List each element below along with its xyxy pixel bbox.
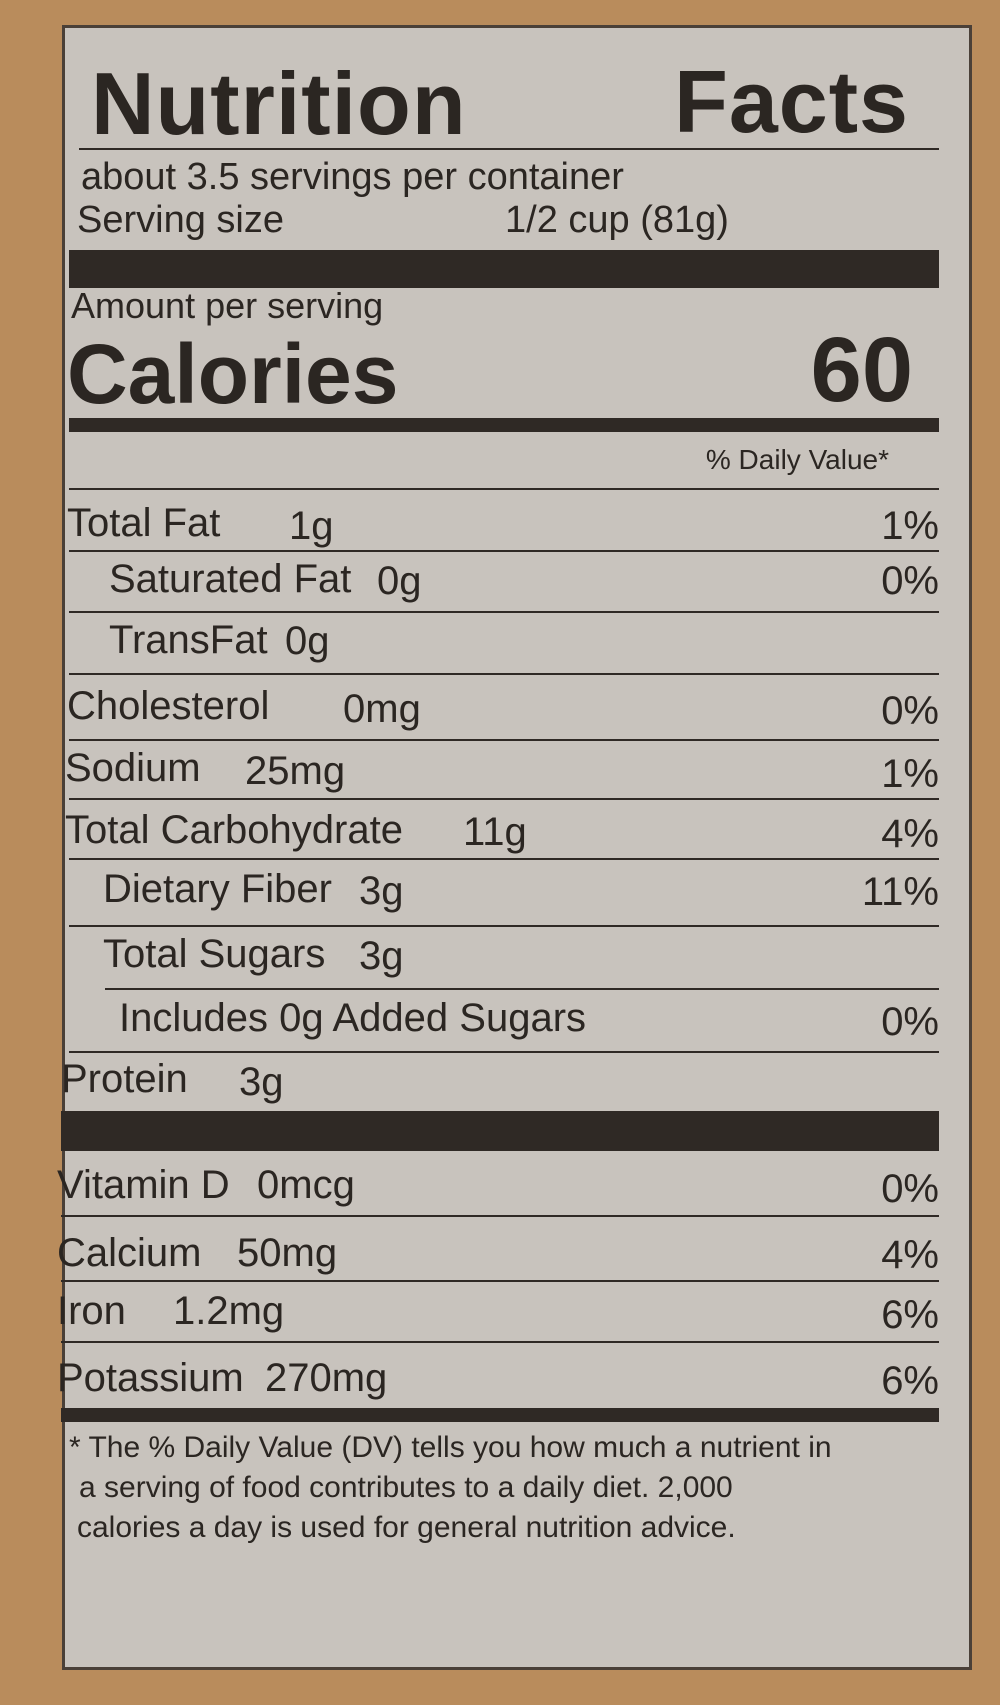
vitamin-name-iron: Iron — [57, 1289, 126, 1333]
nutrient-amount-sodium: 25mg — [245, 749, 346, 793]
row-rule — [69, 611, 939, 613]
row-rule — [69, 925, 939, 927]
vitamin-amount-vitamin-d: 0mcg — [257, 1163, 355, 1207]
nutrient-name-protein: Protein — [61, 1057, 188, 1101]
nutrient-name-saturated-fat: Saturated Fat — [109, 557, 352, 601]
vitamin-name-potassium: Potassium — [57, 1356, 244, 1400]
row-rule — [105, 988, 939, 990]
vitamin-dv-potassium: 6% — [881, 1359, 939, 1403]
nutrient-name-total-fat: Total Fat — [67, 501, 221, 545]
label-title-right: Facts — [674, 52, 909, 151]
vitamin-dv-calcium: 4% — [881, 1233, 939, 1277]
thick-rule-2 — [69, 418, 939, 432]
row-rule — [61, 1341, 939, 1343]
title-rule — [79, 148, 939, 150]
footnote-line-3: calories a day is used for general nutri… — [77, 1511, 736, 1544]
row-rule — [61, 1280, 939, 1282]
calories-value: 60 — [810, 319, 913, 421]
nutrient-name-added-sugars: Includes 0g Added Sugars — [119, 996, 587, 1040]
vitamin-amount-potassium: 270mg — [265, 1356, 388, 1400]
vitamin-amount-calcium: 50mg — [237, 1231, 338, 1275]
vitamin-amount-iron: 1.2mg — [173, 1289, 285, 1333]
nutrient-amount-total-carbohydrate: 11g — [463, 810, 527, 854]
thick-rule-1 — [69, 250, 939, 288]
vitamin-name-vitamin-d: Vitamin D — [57, 1163, 230, 1207]
row-rule — [69, 1051, 939, 1053]
nutrient-amount-total-sugars: 3g — [359, 934, 404, 978]
servings-per-container: about 3.5 servings per container — [81, 156, 624, 198]
row-rule — [69, 488, 939, 490]
nutrient-name-cholesterol: Cholesterol — [67, 684, 270, 728]
vitamin-dv-iron: 6% — [881, 1293, 939, 1337]
nutrient-amount-dietary-fiber: 3g — [359, 869, 404, 913]
nutrient-amount-cholesterol: 0mg — [343, 687, 421, 731]
nutrient-amount-total-fat: 1g — [289, 504, 334, 548]
daily-value-header: % Daily Value* — [705, 444, 889, 475]
row-rule — [61, 1215, 939, 1217]
serving-size-value: 1/2 cup (81g) — [505, 199, 729, 241]
row-rule — [69, 739, 939, 741]
nutrient-dv-added-sugars: 0% — [881, 1000, 939, 1044]
row-rule — [69, 858, 939, 860]
thick-rule-3 — [61, 1111, 939, 1151]
calories-label: Calories — [67, 327, 399, 421]
nutrient-dv-dietary-fiber: 11% — [861, 870, 939, 914]
row-rule — [69, 798, 939, 800]
amount-per-serving: Amount per serving — [71, 285, 384, 326]
row-rule — [69, 673, 939, 675]
footnote-line-1: * The % Daily Value (DV) tells you how m… — [69, 1431, 832, 1464]
nutrient-name-dietary-fiber: Dietary Fiber — [103, 867, 332, 911]
nutrient-name-sodium: Sodium — [65, 746, 201, 790]
nutrient-amount-protein: 3g — [239, 1060, 284, 1104]
nutrient-dv-total-fat: 1% — [881, 504, 939, 548]
nutrient-amount-trans-fat: 0g — [285, 619, 330, 663]
nutrient-name-trans-fat: TransFat — [109, 618, 268, 662]
nutrient-dv-total-carbohydrate: 4% — [881, 812, 939, 856]
nutrient-name-total-sugars: Total Sugars — [103, 932, 326, 976]
label-title-left: Nutrition — [91, 54, 467, 153]
vitamin-name-calcium: Calcium — [57, 1231, 202, 1275]
nutrient-amount-saturated-fat: 0g — [377, 559, 422, 603]
nutrient-name-total-carbohydrate: Total Carbohydrate — [65, 808, 403, 852]
footnote-line-2: a serving of food contributes to a daily… — [79, 1471, 733, 1504]
thick-rule-4 — [61, 1408, 939, 1422]
vitamin-dv-vitamin-d: 0% — [881, 1167, 939, 1211]
serving-size-label: Serving size — [77, 199, 284, 241]
nutrient-dv-cholesterol: 0% — [881, 689, 939, 733]
row-rule — [69, 550, 939, 552]
nutrient-dv-saturated-fat: 0% — [881, 559, 939, 603]
nutrient-dv-sodium: 1% — [881, 752, 939, 796]
nutrition-label: Nutrition Facts about 3.5 servings per c… — [57, 25, 972, 1670]
